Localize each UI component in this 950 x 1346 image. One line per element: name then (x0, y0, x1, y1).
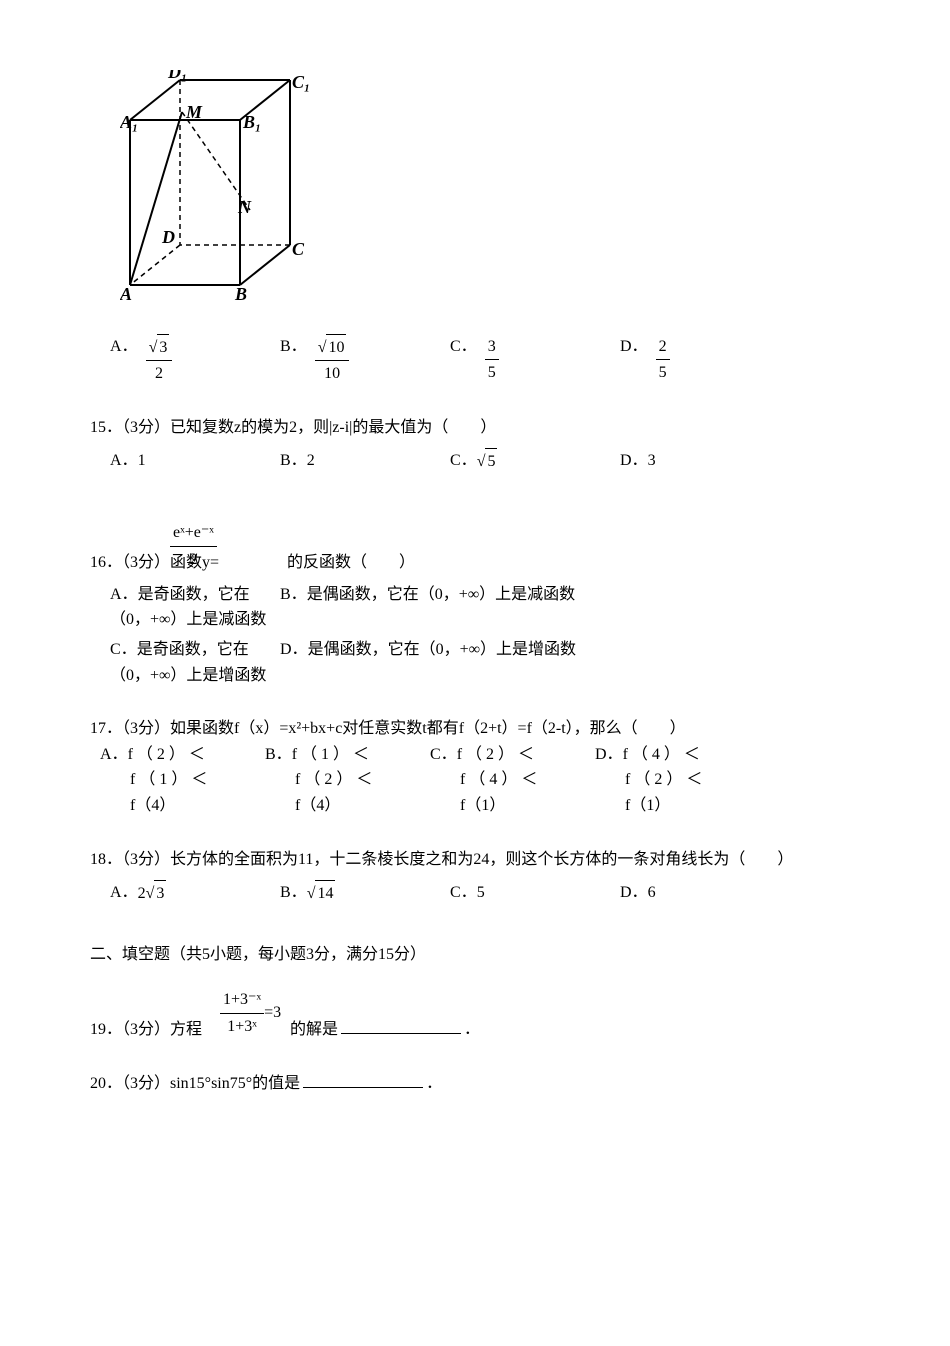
q20-blank (303, 1087, 423, 1088)
opt-label: B． (280, 334, 307, 360)
q14-opt-c: C． 3 5 (450, 334, 620, 387)
q15-opt-a: A． 1 (110, 448, 280, 475)
q16-stem: 16．（3分）函数y= 的反函数（ ） (90, 550, 860, 576)
cube-diagram: A₁ B₁ C₁ D₁ M N A B C D (120, 70, 860, 319)
svg-text:B: B (234, 284, 247, 304)
q19-stem: 19．（3分）方程 的解是． (90, 1017, 860, 1043)
q19-blank (341, 1033, 461, 1034)
q17-opt-d-l0: D．f （ 4 ） ＜ (595, 742, 760, 768)
q17: 17．（3分）如果函数f（x）=x²+bx+c对任意实数t都有f（2+t）=f（… (90, 716, 860, 818)
q16-options: A．是奇函数，它在（0，+∞）上是减函数 B．是偶函数，它在（0，+∞）上是减函… (110, 582, 860, 688)
svg-text:M: M (185, 102, 203, 122)
opt-value: 2 (307, 448, 315, 474)
opt-label: A． (110, 880, 138, 906)
q14-opt-b: B． √10 10 (280, 334, 450, 387)
q16-opt-a: A．是奇函数，它在（0，+∞）上是减函数 (110, 582, 280, 633)
q17-opt-b-l0: B．f （ 1 ） ＜ (265, 742, 430, 768)
q15-opt-d: D． 3 (620, 448, 790, 475)
opt-label: D． (620, 334, 648, 360)
q14-opt-a: A． √3 2 (110, 334, 280, 387)
opt-label: D． (620, 880, 648, 906)
svg-text:C₁: C₁ (292, 72, 310, 92)
q17-opt-c-l1: f （ 4 ） ＜ (460, 767, 625, 793)
opt-label: C． (450, 448, 477, 474)
q17-opt-b-l1: f （ 2 ） ＜ (295, 767, 460, 793)
opt-value: 5 (477, 880, 485, 906)
q14-options: A． √3 2 B． √10 10 C． 3 5 D． 2 5 (110, 334, 860, 387)
q18: 18．（3分）长方体的全面积为11，十二条棱长度之和为24，则这个长方体的一条对… (90, 847, 860, 907)
svg-text:B₁: B₁ (242, 112, 261, 132)
svg-text:A: A (120, 284, 132, 304)
q17-stem: 17．（3分）如果函数f（x）=x²+bx+c对任意实数t都有f（2+t）=f（… (90, 716, 860, 742)
svg-text:A₁: A₁ (120, 112, 138, 132)
q17-opt-d-l2: f（1） (625, 793, 790, 819)
cube-svg: A₁ B₁ C₁ D₁ M N A B C D (120, 70, 350, 310)
q16-opt-d: D．是偶函数，它在（0，+∞）上是增函数 (280, 637, 860, 688)
q17-opt-b-l2: f（4） (295, 793, 460, 819)
opt-label: C． (450, 880, 477, 906)
fraction: √10 10 (315, 334, 350, 387)
q18-stem: 18．（3分）长方体的全面积为11，十二条棱长度之和为24，则这个长方体的一条对… (90, 847, 860, 873)
sqrt-14: √14 (307, 880, 336, 907)
opt-label: C． (450, 334, 477, 360)
svg-text:N: N (237, 197, 252, 217)
q18-options: A． 2√3 B． √14 C． 5 D． 6 (110, 880, 860, 907)
q17-opt-a-l1: f （ 1 ） ＜ (130, 767, 295, 793)
q20: 20．（3分）sin15°sin75°的值是． (90, 1071, 860, 1097)
q17-options: A．f （ 2 ） ＜ B．f （ 1 ） ＜ C．f （ 2 ） ＜ D．f … (100, 742, 860, 819)
q15-stem: 15．（3分）已知复数z的模为2，则|z‐i|的最大值为（ ） (90, 415, 860, 441)
q16: eˣ+e⁻ˣ 2 16．（3分）函数y= 的反函数（ ） A．是奇函数，它在（0… (90, 520, 860, 688)
opt-value: 6 (648, 880, 656, 906)
q15-opt-b: B． 2 (280, 448, 450, 475)
fraction: √3 2 (146, 334, 173, 387)
sqrt-5: √5 (477, 448, 498, 475)
q19: 1+3⁻ˣ 1+3ˣ =3 19．（3分）方程 的解是． (90, 987, 860, 1043)
opt-label: B． (280, 880, 307, 906)
opt-value: 2√3 (138, 880, 167, 907)
q17-opt-a-l2: f（4） (130, 793, 295, 819)
svg-text:D: D (161, 227, 175, 247)
q18-opt-a: A． 2√3 (110, 880, 280, 907)
q15-options: A． 1 B． 2 C． √5 D． 3 (110, 448, 860, 475)
svg-text:D₁: D₁ (167, 70, 187, 82)
q17-opt-c-l0: C．f （ 2 ） ＜ (430, 742, 595, 768)
q17-opt-c-l2: f（1） (460, 793, 625, 819)
opt-value: 1 (138, 448, 146, 474)
q20-stem: 20．（3分）sin15°sin75°的值是 (90, 1075, 300, 1092)
q16-opt-c: C．是奇函数，它在（0，+∞）上是增函数 (110, 637, 280, 688)
fraction: 3 5 (485, 334, 499, 386)
q18-opt-d: D． 6 (620, 880, 790, 907)
opt-label: D． (620, 448, 648, 474)
section2-title: 二、填空题（共5小题，每小题3分，满分15分） (90, 942, 860, 968)
opt-value: 3 (648, 448, 656, 474)
q17-opt-d-l1: f （ 2 ） ＜ (625, 767, 790, 793)
opt-label: B． (280, 448, 307, 474)
opt-label: A． (110, 448, 138, 474)
q16-opt-b: B．是偶函数，它在（0，+∞）上是减函数 (280, 582, 860, 633)
svg-text:C: C (292, 239, 305, 259)
q15-opt-c: C． √5 (450, 448, 620, 475)
q18-opt-b: B． √14 (280, 880, 450, 907)
q14-opt-d: D． 2 5 (620, 334, 790, 387)
fraction: 2 5 (656, 334, 670, 386)
q17-opt-a-l0: A．f （ 2 ） ＜ (100, 742, 265, 768)
opt-label: A． (110, 334, 138, 360)
q15: 15．（3分）已知复数z的模为2，则|z‐i|的最大值为（ ） A． 1 B． … (90, 415, 860, 475)
q18-opt-c: C． 5 (450, 880, 620, 907)
